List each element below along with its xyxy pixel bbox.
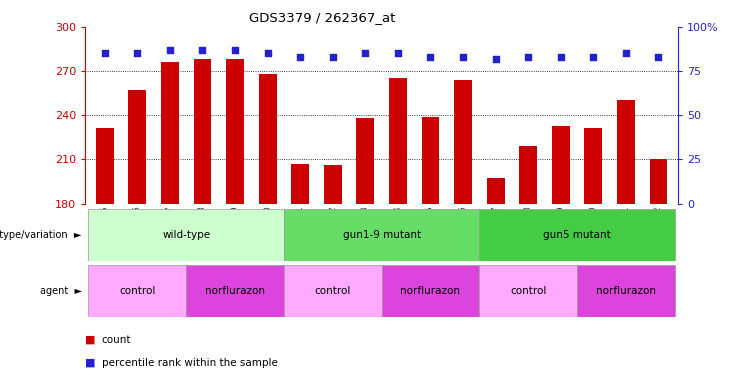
Bar [479,209,675,261]
Text: control: control [119,286,156,296]
Point [490,56,502,62]
Bar [88,209,284,261]
Point [457,54,469,60]
Bar [128,90,146,204]
Text: norflurazon: norflurazon [205,286,265,296]
Point [555,54,567,60]
Bar [650,159,668,204]
Point [131,50,143,56]
Point [392,50,404,56]
Bar [577,265,675,317]
Point [196,47,208,53]
Bar [479,265,577,317]
Bar [161,62,179,204]
Text: wild-type: wild-type [162,230,210,240]
Bar [284,265,382,317]
Bar [389,78,407,204]
Text: control: control [315,286,351,296]
Bar [324,165,342,204]
Bar [226,59,244,204]
Text: count: count [102,335,131,345]
Bar [422,117,439,204]
Text: control: control [510,286,546,296]
Point [164,47,176,53]
Bar [454,80,472,204]
Text: genotype/variation  ►: genotype/variation ► [0,230,82,240]
Bar [186,265,284,317]
Title: GDS3379 / 262367_at: GDS3379 / 262367_at [249,11,396,24]
Text: agent  ►: agent ► [39,286,82,296]
Bar [259,74,276,204]
Text: gun5 mutant: gun5 mutant [543,230,611,240]
Bar [519,146,537,204]
Point [229,47,241,53]
Bar [487,179,505,204]
Text: norflurazon: norflurazon [400,286,460,296]
Point [99,50,110,56]
Point [522,54,534,60]
Point [359,50,371,56]
Point [262,50,273,56]
Point [294,54,306,60]
Bar [193,59,211,204]
Text: ■: ■ [85,335,96,345]
Point [327,54,339,60]
Point [653,54,665,60]
Text: ■: ■ [85,358,96,368]
Bar [617,101,635,204]
Text: norflurazon: norflurazon [596,286,656,296]
Bar [356,118,374,204]
Bar [88,265,186,317]
Bar [585,128,602,204]
Point [620,50,632,56]
Point [425,54,436,60]
Bar [291,164,309,204]
Bar [284,209,479,261]
Bar [552,126,570,204]
Point [588,54,599,60]
Bar [382,265,479,317]
Text: gun1-9 mutant: gun1-9 mutant [342,230,421,240]
Bar [96,128,113,204]
Text: percentile rank within the sample: percentile rank within the sample [102,358,277,368]
